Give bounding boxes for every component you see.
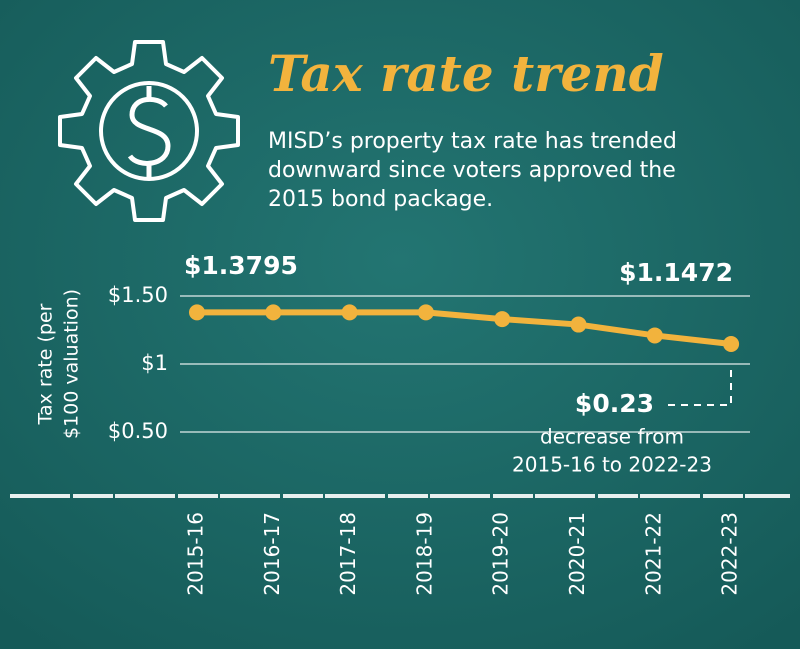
value-label: $1.1472 xyxy=(619,258,733,287)
point xyxy=(570,316,587,333)
subtitle-line: 2015 bond package. xyxy=(268,187,493,212)
annotation-amount: $0.23 xyxy=(575,389,654,418)
point xyxy=(341,304,358,321)
x-tick-label: 2022-23 xyxy=(718,512,742,596)
subtitle-line: MISD’s property tax rate has trended xyxy=(268,129,677,154)
title: Tax rate trend xyxy=(268,44,664,103)
y-axis-label: Tax rate (per xyxy=(35,303,57,425)
y-axis-label: $100 valuation) xyxy=(61,289,83,439)
x-tick-label: 2018-19 xyxy=(412,512,436,596)
annotation-text: decrease from xyxy=(540,425,684,449)
point xyxy=(417,304,434,321)
x-tick-label: 2021-22 xyxy=(641,512,665,596)
point xyxy=(494,311,511,328)
point xyxy=(265,304,282,321)
x-tick-label: 2019-20 xyxy=(489,512,513,596)
x-tick-label: 2016-17 xyxy=(260,512,284,596)
y-tick-label: $1.50 xyxy=(108,283,168,307)
point xyxy=(646,327,663,344)
x-tick-label: 2020-21 xyxy=(565,512,589,596)
point xyxy=(189,304,205,321)
point xyxy=(723,335,740,352)
annotation-text: 2015-16 to 2022-23 xyxy=(512,453,712,477)
line xyxy=(194,309,735,347)
x-tick-label: 2017-18 xyxy=(336,512,360,596)
subtitle-line: downward since voters approved the xyxy=(268,158,676,183)
x-tick-label: 2015-16 xyxy=(184,512,208,596)
gear-icon xyxy=(58,40,240,222)
y-tick-label: $0.50 xyxy=(108,419,168,443)
value-label: $1.3795 xyxy=(184,251,298,280)
y-tick-label: $1 xyxy=(141,351,168,375)
